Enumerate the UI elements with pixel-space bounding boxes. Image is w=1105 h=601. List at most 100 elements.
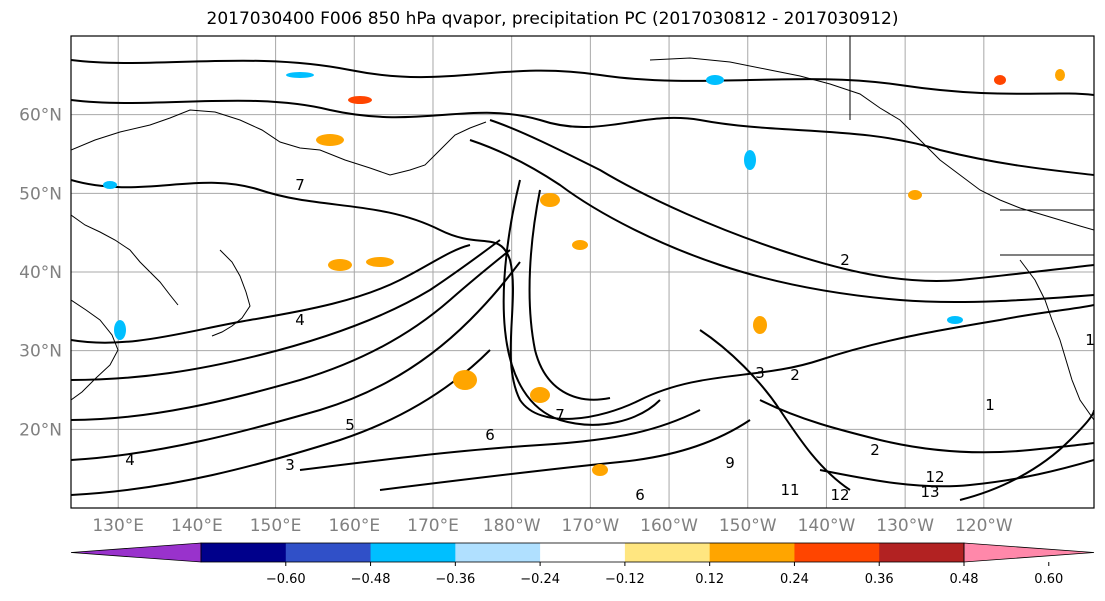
colorbar-segment xyxy=(879,543,965,562)
contour-label: 2 xyxy=(870,441,880,459)
contour-label: 4 xyxy=(295,311,305,329)
colorbar-tick-label: 0.60 xyxy=(1034,572,1063,587)
precip-patch xyxy=(994,75,1006,85)
latitude-label: 20°N xyxy=(19,420,62,440)
colorbar-tick-label: 0.24 xyxy=(780,572,809,587)
contour-line xyxy=(819,459,1094,488)
longitude-label: 150°W xyxy=(719,516,777,536)
alaska-coastline xyxy=(649,57,1094,231)
contour-line xyxy=(71,244,471,344)
longitude-label: 150°E xyxy=(250,516,302,536)
contour-label: 12 xyxy=(925,468,944,486)
contour-line xyxy=(489,119,1094,282)
colorbar-segment xyxy=(455,543,541,562)
contour-line xyxy=(379,419,751,491)
precip-patch xyxy=(908,190,922,200)
coastlines xyxy=(71,36,1094,421)
precip-patch xyxy=(540,193,560,207)
contour-label: 9 xyxy=(725,454,735,472)
contour-line xyxy=(71,249,511,421)
precip-patch xyxy=(316,134,344,146)
contour-label: 2 xyxy=(840,251,850,269)
colorbar-segment xyxy=(201,543,287,562)
colorbar-segment xyxy=(540,543,626,562)
colorbar-tick-label: −0.12 xyxy=(605,572,645,587)
longitude-label: 120°W xyxy=(955,516,1013,536)
precip-patch xyxy=(103,181,117,189)
precip-patch xyxy=(366,257,394,267)
longitude-labels: 130°E 140°E 150°E 160°E 170°E 180°W 170°W 160°W… xyxy=(92,516,1013,536)
precip-patch xyxy=(706,75,724,85)
north-america-coastline xyxy=(1019,259,1094,421)
contour-label: 7 xyxy=(295,176,305,194)
longitude-label: 170°E xyxy=(407,516,459,536)
qvapor-contours xyxy=(71,59,1094,501)
contour-line xyxy=(502,179,661,426)
precipitation-shading xyxy=(103,69,1065,476)
contour-label: 1 xyxy=(985,396,995,414)
map-title: 2017030400 F006 850 hPa qvapor, precipit… xyxy=(206,9,899,29)
contour-line xyxy=(71,261,521,461)
contour-label: 7 xyxy=(555,406,565,424)
precip-patch xyxy=(592,464,608,476)
contour-label: 11 xyxy=(780,481,799,499)
precip-patch xyxy=(348,96,372,104)
longitude-label: 180°W xyxy=(483,516,541,536)
colorbar-tick-label: 0.36 xyxy=(865,572,894,587)
contour-line xyxy=(71,179,1094,420)
longitude-label: 140°W xyxy=(798,516,856,536)
longitude-label: 170°W xyxy=(561,516,619,536)
colorbar-tick-label: −0.36 xyxy=(435,572,475,587)
asia-coastline xyxy=(71,109,487,401)
contour-label: 2 xyxy=(790,366,800,384)
colorbar-segment xyxy=(709,543,795,562)
longitude-label: 130°E xyxy=(92,516,144,536)
contour-label: 6 xyxy=(635,486,645,504)
longitude-label: 130°W xyxy=(876,516,934,536)
contour-line xyxy=(71,239,501,381)
precip-patch xyxy=(453,370,477,390)
contour-line xyxy=(71,99,1094,176)
longitude-label: 140°E xyxy=(171,516,223,536)
colorbar: −0.60 −0.48 −0.36 −0.24 −0.12 0.12 0.24 0.36 0.4… xyxy=(70,542,1095,587)
precip-patch xyxy=(1055,69,1065,81)
latitude-label: 60°N xyxy=(19,106,62,126)
colorbar-extend-low xyxy=(70,542,202,563)
contour-label: 4 xyxy=(125,451,135,469)
precip-patch xyxy=(572,240,588,250)
longitude-label: 160°W xyxy=(640,516,698,536)
contour-label: 13 xyxy=(920,483,939,501)
border-line xyxy=(849,36,1094,256)
colorbar-tick-label: 0.48 xyxy=(950,572,979,587)
precip-patch xyxy=(744,150,756,170)
precip-patch xyxy=(753,316,767,334)
precip-patch xyxy=(328,259,352,271)
precip-patch xyxy=(947,316,963,324)
contour-label: 3 xyxy=(755,364,765,382)
colorbar-extend-high xyxy=(963,542,1095,563)
contour-label: 12 xyxy=(830,486,849,504)
contour-line xyxy=(71,59,1094,96)
contour-line xyxy=(759,399,1094,454)
colorbar-tick-label: −0.24 xyxy=(520,572,560,587)
contour-line xyxy=(299,409,701,471)
contour-line xyxy=(959,409,1094,501)
precip-patch xyxy=(286,72,314,78)
colorbar-segment xyxy=(285,543,372,562)
colorbar-segment xyxy=(624,543,711,562)
contour-line xyxy=(528,189,611,401)
contour-label: 5 xyxy=(345,416,355,434)
contour-label: 6 xyxy=(485,426,495,444)
contour-label: 3 xyxy=(285,456,295,474)
colorbar-frame xyxy=(200,542,965,563)
colorbar-tick-label: −0.60 xyxy=(266,572,306,587)
contour-label: 1 xyxy=(1085,331,1095,349)
precip-patch xyxy=(114,320,126,340)
map-frame xyxy=(70,35,1095,509)
colorbar-segment xyxy=(370,543,456,562)
contour-line xyxy=(469,139,1094,304)
latitude-label: 40°N xyxy=(19,263,62,283)
